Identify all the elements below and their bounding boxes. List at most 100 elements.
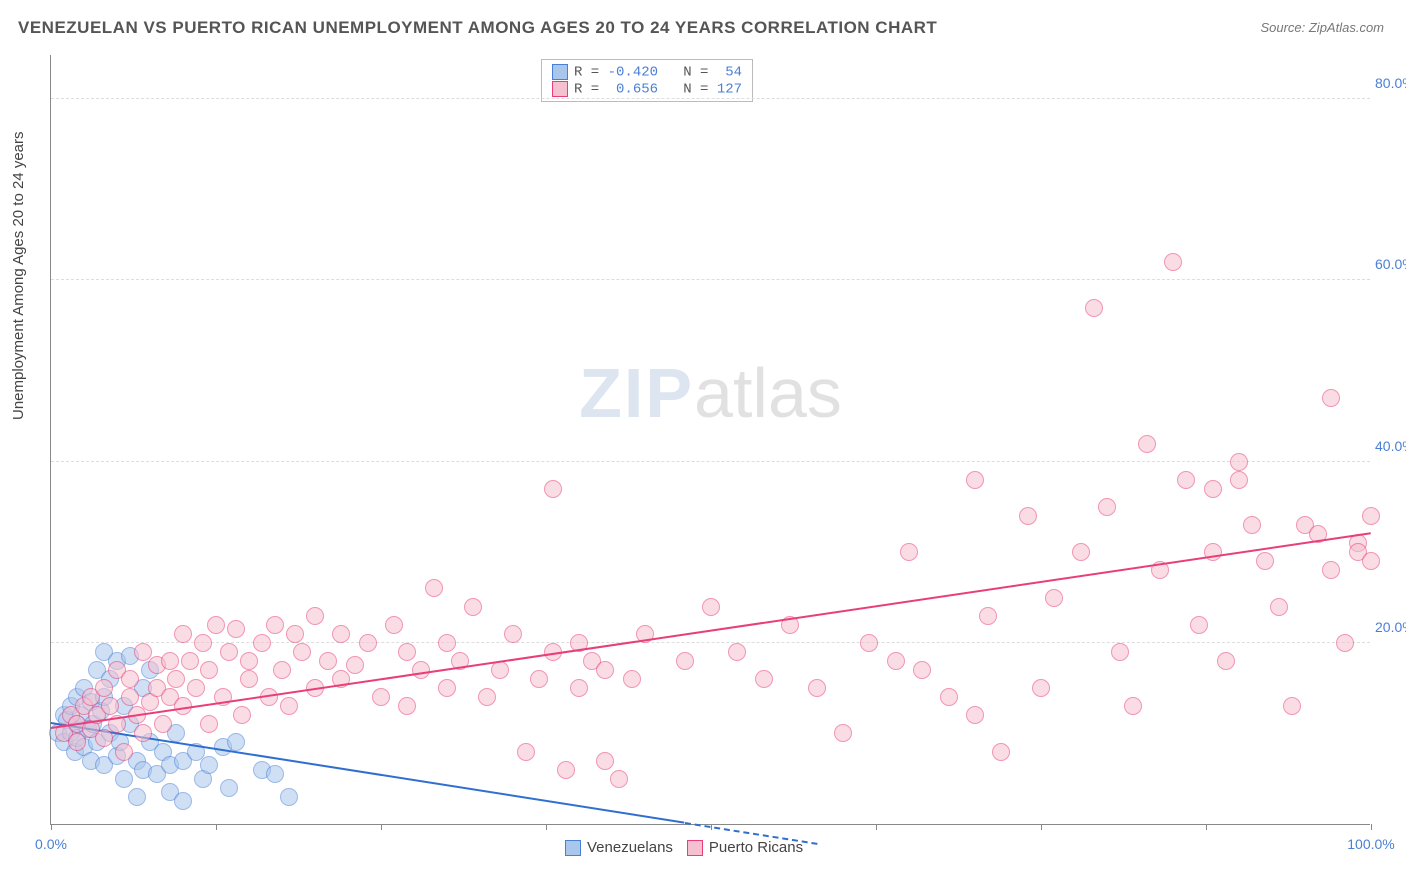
legend-swatch xyxy=(565,840,581,856)
data-point xyxy=(240,652,258,670)
ytick-label: 20.0% xyxy=(1375,619,1406,635)
data-point xyxy=(940,688,958,706)
data-point xyxy=(1111,643,1129,661)
data-point xyxy=(194,634,212,652)
data-point xyxy=(1045,589,1063,607)
data-point xyxy=(1032,679,1050,697)
data-point xyxy=(227,733,245,751)
data-point xyxy=(517,743,535,761)
data-point xyxy=(860,634,878,652)
data-point xyxy=(181,652,199,670)
series-legend: VenezuelansPuerto Ricans xyxy=(551,839,803,856)
data-point xyxy=(412,661,430,679)
xtick xyxy=(216,824,217,830)
data-point xyxy=(385,616,403,634)
data-point xyxy=(1322,561,1340,579)
data-point xyxy=(346,656,364,674)
data-point xyxy=(161,652,179,670)
data-point xyxy=(286,625,304,643)
data-point xyxy=(293,643,311,661)
data-point xyxy=(530,670,548,688)
data-point xyxy=(200,661,218,679)
data-point xyxy=(596,752,614,770)
data-point xyxy=(1177,471,1195,489)
data-point xyxy=(1098,498,1116,516)
data-point xyxy=(425,579,443,597)
data-point xyxy=(207,616,225,634)
gridline xyxy=(51,642,1370,643)
data-point xyxy=(1164,253,1182,271)
data-point xyxy=(332,625,350,643)
data-point xyxy=(115,770,133,788)
xtick xyxy=(546,824,547,830)
data-point xyxy=(808,679,826,697)
data-point xyxy=(728,643,746,661)
data-point xyxy=(306,607,324,625)
data-point xyxy=(992,743,1010,761)
gridline xyxy=(51,279,1370,280)
xtick xyxy=(1041,824,1042,830)
data-point xyxy=(115,743,133,761)
data-point xyxy=(1230,453,1248,471)
data-point xyxy=(1124,697,1142,715)
xtick-label: 0.0% xyxy=(35,836,67,852)
data-point xyxy=(233,706,251,724)
data-point xyxy=(676,652,694,670)
legend-row: R = -0.420 N = 54 xyxy=(552,64,742,81)
data-point xyxy=(1283,697,1301,715)
data-point xyxy=(220,643,238,661)
data-point xyxy=(240,670,258,688)
data-point xyxy=(220,779,238,797)
xtick-label: 100.0% xyxy=(1347,836,1394,852)
xtick xyxy=(1371,824,1372,830)
data-point xyxy=(1072,543,1090,561)
data-point xyxy=(266,616,284,634)
data-point xyxy=(1322,389,1340,407)
data-point xyxy=(557,761,575,779)
data-point xyxy=(174,792,192,810)
data-point xyxy=(1204,480,1222,498)
data-point xyxy=(174,625,192,643)
data-point xyxy=(1190,616,1208,634)
data-point xyxy=(1336,634,1354,652)
data-point xyxy=(570,679,588,697)
data-point xyxy=(623,670,641,688)
data-point xyxy=(280,788,298,806)
data-point xyxy=(887,652,905,670)
xtick xyxy=(51,824,52,830)
data-point xyxy=(101,697,119,715)
data-point xyxy=(1362,507,1380,525)
data-point xyxy=(319,652,337,670)
data-point xyxy=(1019,507,1037,525)
data-point xyxy=(1256,552,1274,570)
source-attribution: Source: ZipAtlas.com xyxy=(1260,20,1384,35)
data-point xyxy=(95,679,113,697)
data-point xyxy=(438,634,456,652)
data-point xyxy=(121,670,139,688)
data-point xyxy=(478,688,496,706)
data-point xyxy=(266,765,284,783)
ytick-label: 80.0% xyxy=(1375,75,1406,91)
data-point xyxy=(1230,471,1248,489)
data-point xyxy=(200,756,218,774)
data-point xyxy=(1243,516,1261,534)
data-point xyxy=(187,679,205,697)
xtick xyxy=(876,824,877,830)
data-point xyxy=(702,598,720,616)
watermark-atlas: atlas xyxy=(694,354,842,432)
y-axis-label: Unemployment Among Ages 20 to 24 years xyxy=(10,131,27,420)
data-point xyxy=(979,607,997,625)
scatter-chart: ZIPatlas R = -0.420 N = 54R = 0.656 N = … xyxy=(50,55,1370,825)
legend-swatch xyxy=(552,81,568,97)
data-point xyxy=(755,670,773,688)
data-point xyxy=(900,543,918,561)
legend-label: Puerto Ricans xyxy=(709,839,803,856)
watermark-zip: ZIP xyxy=(579,354,694,432)
data-point xyxy=(1270,598,1288,616)
data-point xyxy=(610,770,628,788)
data-point xyxy=(504,625,522,643)
xtick xyxy=(381,824,382,830)
watermark: ZIPatlas xyxy=(579,353,842,433)
data-point xyxy=(464,598,482,616)
data-point xyxy=(121,688,139,706)
